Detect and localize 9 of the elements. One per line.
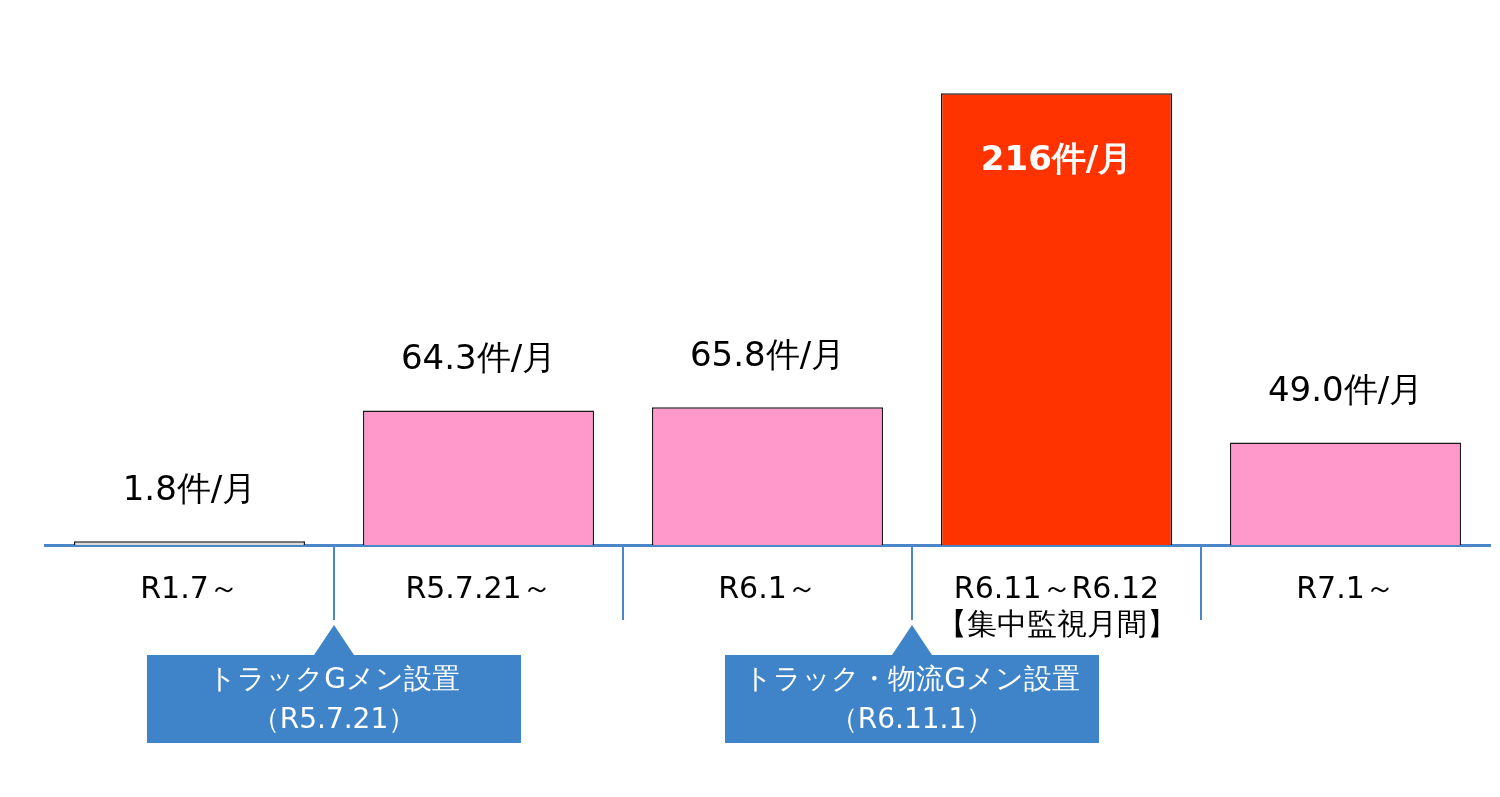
x-tick-label: R1.7～	[140, 569, 239, 605]
x-tick-label: R7.1～	[1296, 569, 1395, 605]
data-label: 64.3件/月	[400, 337, 557, 378]
data-label: 65.8件/月	[689, 334, 846, 375]
x-tick-label: R6.1～	[718, 569, 817, 605]
x-tick-label: R5.7.21～	[405, 569, 552, 605]
data-label: 1.8件/月	[122, 468, 257, 509]
data-label: 216件/月	[980, 137, 1133, 178]
data-label: 49.0件/月	[1267, 369, 1424, 410]
